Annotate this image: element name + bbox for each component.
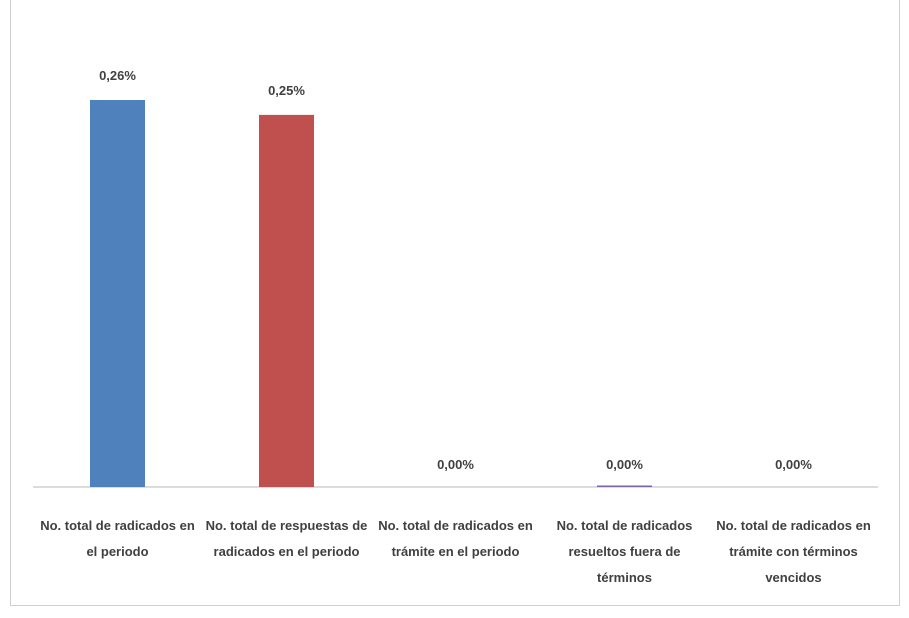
category-label-5: No. total de radicados en trámite con tér… [716,518,871,585]
bar-1 [90,100,145,487]
bar-2 [259,114,314,487]
data-label-3: 0,00% [437,457,474,472]
category-label-4: No. total de radicados resueltos fuera de… [557,518,693,585]
data-label-4: 0,00% [606,457,643,472]
data-label-1: 0,26% [99,68,136,83]
category-label-3: No. total de radicados en trámite en el p… [378,518,533,559]
chart-frame [10,0,900,606]
bar-4 [597,485,652,487]
category-label-1: No. total de radicados en el periodo [40,518,195,559]
category-label-2: No. total de respuestas de radicados en e… [206,518,368,559]
data-label-5: 0,00% [775,457,812,472]
data-label-2: 0,25% [268,83,305,98]
